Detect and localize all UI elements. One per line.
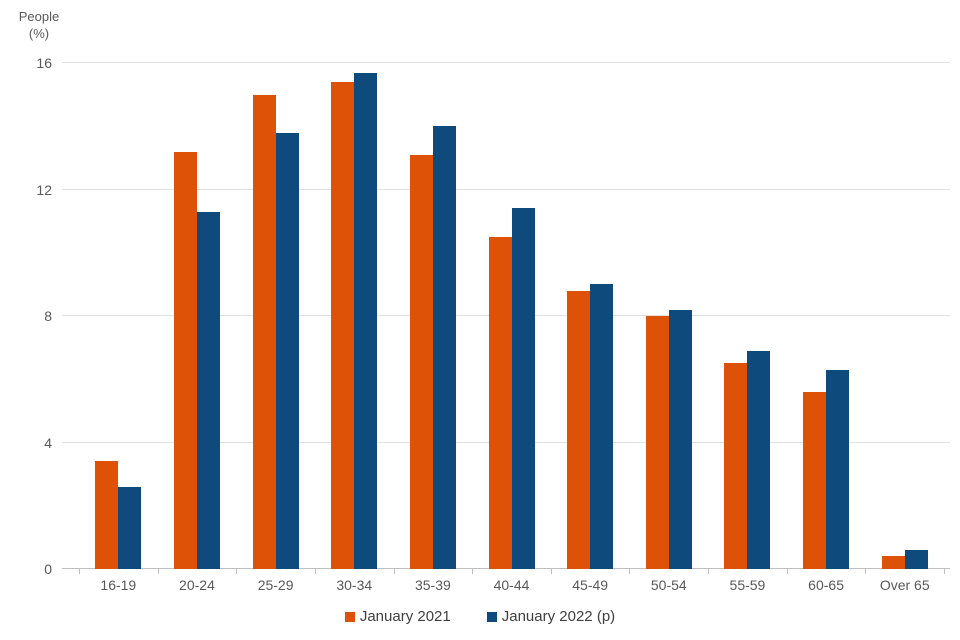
x-tick-label: 55-59 [729,577,766,593]
legend-marker [486,611,497,622]
bar-column [881,556,905,569]
bar-column [173,151,197,569]
x-axis-ticks [79,569,945,574]
bar-group [472,63,551,569]
bar-column [118,486,142,569]
bar-group [865,63,944,569]
axis-tick [157,569,159,574]
plot-area [62,62,950,574]
legend-label: January 2021 [359,608,451,625]
x-tick-label: 16-19 [100,577,137,593]
legend: January 2021 January 2022 (p) [0,608,960,625]
x-tick-label: 35-39 [414,577,451,593]
bar-group [236,63,315,569]
legend-item: January 2022 (p) [486,608,616,625]
bar-group [394,63,473,569]
x-tick-label: 60-65 [808,577,844,593]
bar-column [432,126,456,569]
bar-group [787,63,866,569]
bar-column [95,461,119,569]
axis-tick [550,569,552,574]
y-axis-title-line2: (%) [28,26,50,41]
x-tick-label: 50-54 [650,577,687,593]
y-tick-label: 0 [44,561,52,577]
x-tick-label: 30-34 [336,577,373,593]
bar-column [724,363,748,569]
y-tick-label: 8 [44,308,52,324]
axis-tick [314,569,316,574]
legend-label: January 2022 (p) [501,608,616,625]
bar-group [158,63,237,569]
axis-tick [708,569,710,574]
bar-group [708,63,787,569]
bar-group [629,63,708,569]
x-tick-label: 20-24 [179,577,215,593]
bar-column [803,391,827,569]
bar-column [904,550,928,569]
bar-column [354,72,378,569]
y-tick-label: 4 [44,434,52,451]
axis-tick [786,569,788,574]
bar-column [826,369,850,569]
x-tick-label: 45-49 [572,577,609,593]
axis-tick [629,569,631,574]
bar-group [315,63,394,569]
legend-item: January 2021 [344,608,451,625]
bar-group [551,63,630,569]
axis-tick [865,569,867,574]
legend-marker [344,611,355,622]
axis-tick [472,569,474,574]
x-tick-label: Over 65 [879,577,930,593]
axis-tick [236,569,238,574]
y-axis-title-line1: People [18,9,60,24]
bar-column [252,94,276,569]
axis-tick [944,569,945,574]
bar-group [79,63,158,569]
bars-row [79,63,944,569]
bar-column [488,236,512,569]
bar-column [747,350,771,569]
bar-column [645,316,669,569]
axis-tick [393,569,395,574]
gridline [62,62,950,63]
bar-column [409,154,433,569]
x-tick-label: 40-44 [493,577,530,593]
x-tick-label: 25-29 [257,577,294,593]
axis-tick [79,569,80,574]
bar-column [275,132,299,569]
y-axis-title: People (%) [10,8,68,42]
y-tick-label: 16 [36,55,52,71]
bar-column [511,208,535,569]
gridline [62,188,950,190]
bar-column [668,309,692,569]
x-axis-labels: 16-19 20-24 25-29 30-34 35-39 40-44 45-49 50-54… [79,577,944,593]
bar-column [196,211,220,569]
bar-column [567,290,591,569]
y-tick-label: 12 [36,181,52,198]
bar-column [590,284,614,569]
bar-column [331,81,355,569]
